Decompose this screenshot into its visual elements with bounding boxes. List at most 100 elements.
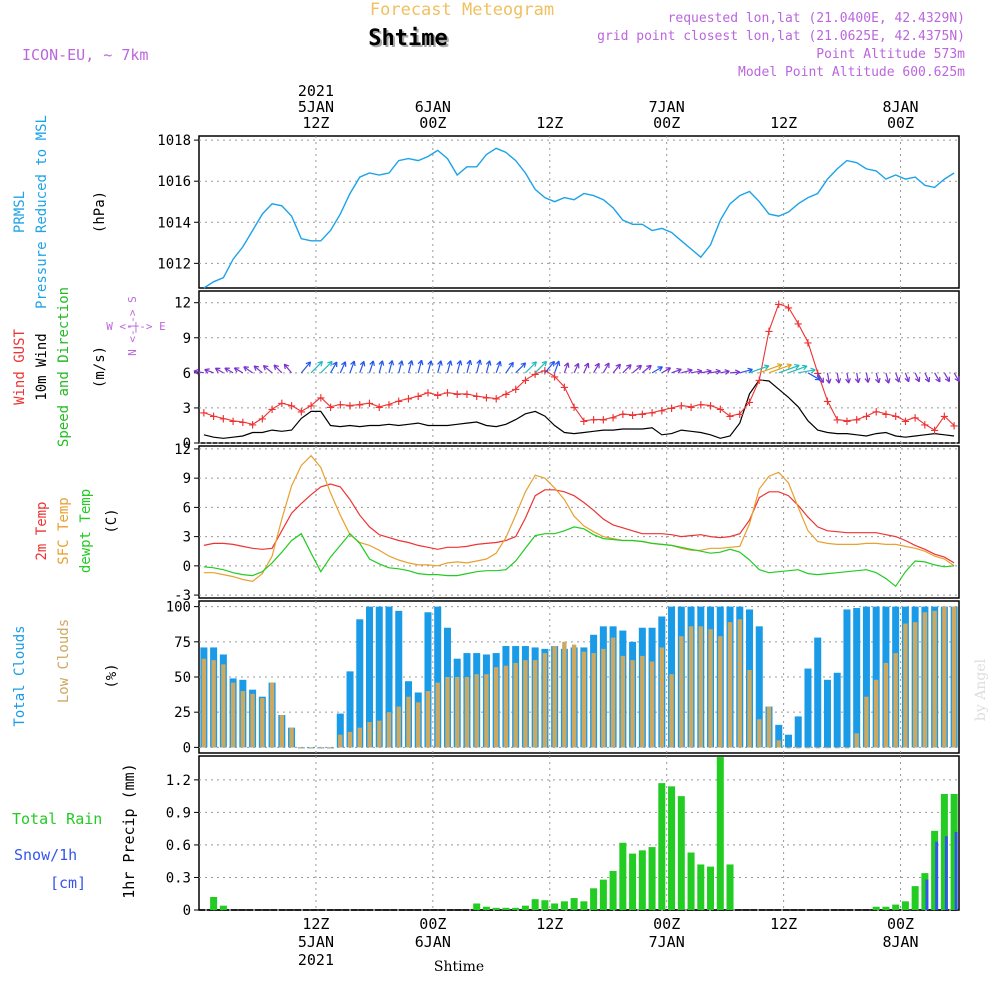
gust-marker: +	[843, 414, 851, 430]
gust-marker: +	[950, 418, 958, 434]
time-label-bottom: 12Z	[770, 915, 797, 933]
time-label-top: 00Z	[887, 114, 914, 132]
low-cloud-bar	[455, 677, 459, 747]
low-cloud-bar	[475, 674, 479, 747]
gust-marker: +	[862, 409, 870, 425]
rain-bar	[697, 864, 704, 910]
gust-marker: +	[560, 380, 568, 396]
rain-bar	[882, 907, 889, 910]
low-cloud-bar	[855, 733, 859, 747]
low-cloud-bar	[377, 721, 381, 748]
precip-ytick-label: 0.3	[166, 870, 191, 886]
rain-bar	[541, 900, 548, 910]
low-cloud-bar	[650, 662, 654, 748]
low-cloud-bar	[436, 683, 440, 748]
gust-marker: +	[502, 387, 510, 403]
temp-dewpt-line	[204, 527, 954, 586]
low-cloud-bar	[328, 747, 332, 748]
pressure-line	[204, 148, 954, 288]
rain-bar	[522, 906, 529, 910]
low-cloud-bar	[348, 732, 352, 747]
rain-bar	[483, 907, 490, 910]
gust-marker: +	[804, 335, 812, 351]
gust-marker: +	[395, 394, 403, 410]
precip-ytick-label: 1.2	[166, 773, 191, 789]
wind-arrow-head	[364, 361, 365, 366]
gust-marker: +	[433, 388, 441, 404]
low-cloud-bar	[903, 624, 907, 748]
total-cloud-bar	[824, 680, 831, 748]
low-cloud-bar	[397, 707, 401, 748]
precip-ytick-label: 0.6	[166, 838, 191, 854]
gust-marker: +	[336, 397, 344, 413]
gust-marker: +	[687, 400, 695, 416]
low-cloud-bar	[601, 649, 605, 748]
gust-marker: +	[365, 396, 373, 412]
panels: 1012101410161018036912++++++++++++++++++…	[157, 133, 959, 919]
wind-arrow-head	[899, 377, 900, 382]
label-dewpt: dewpt Temp	[78, 489, 94, 573]
rain-bar	[873, 907, 880, 910]
low-cloud-bar	[893, 653, 897, 747]
wind-arrow-head	[716, 369, 721, 371]
low-cloud-bar	[387, 712, 391, 747]
footer-station: Shtime	[434, 959, 484, 975]
low-cloud-bar	[699, 626, 703, 747]
rain-bar	[551, 903, 558, 910]
pressure-frame	[199, 136, 959, 288]
pressure-ytick-label: 1018	[157, 133, 191, 149]
time-label-bottom: 12Z	[536, 915, 563, 933]
gust-marker: +	[891, 409, 899, 425]
gust-marker: +	[609, 410, 617, 426]
low-cloud-bar	[416, 702, 420, 747]
wind-arrow-head	[470, 360, 471, 365]
wind-arrow	[516, 363, 526, 373]
rain-bar	[590, 888, 597, 910]
gust-marker: +	[872, 404, 880, 420]
gust-marker: +	[472, 389, 480, 405]
low-cloud-bar	[211, 660, 215, 747]
gust-marker: +	[726, 409, 734, 425]
temp-frame	[199, 446, 959, 598]
gust-marker: +	[658, 403, 666, 419]
label-rain: Total Rain	[12, 810, 102, 828]
wind-arrow-head	[490, 361, 491, 366]
time-label-top: 12Z	[302, 114, 329, 132]
time-label-top: 00Z	[419, 114, 446, 132]
gust-marker: +	[911, 410, 919, 426]
low-cloud-bar	[874, 680, 878, 748]
label-total-clouds: Total Clouds	[12, 625, 28, 726]
gust-marker: +	[287, 399, 295, 415]
label-snow: Snow/1h	[14, 846, 77, 864]
low-cloud-bar	[689, 626, 693, 747]
low-cloud-bar	[747, 670, 751, 747]
rain-bar	[707, 867, 714, 910]
gust-marker: +	[716, 402, 724, 418]
gust-marker: +	[200, 406, 208, 422]
temp-ytick-label: 6	[183, 500, 191, 516]
low-cloud-bar	[777, 740, 781, 747]
clouds-ytick-label: 0	[183, 740, 191, 756]
low-cloud-bar	[728, 622, 732, 747]
low-cloud-bar	[289, 728, 293, 748]
low-cloud-bar	[582, 652, 586, 748]
total-cloud-bar	[785, 735, 792, 748]
wind-arrow-head	[858, 378, 860, 383]
gust-marker: +	[248, 417, 256, 433]
time-label-bottom: 00Z	[653, 915, 680, 933]
gust-marker: +	[209, 409, 217, 425]
gust-marker: +	[375, 400, 383, 416]
wind-arrow-head	[441, 361, 442, 366]
low-cloud-bar	[494, 667, 498, 747]
low-cloud-bar	[630, 660, 634, 747]
low-cloud-bar	[640, 656, 644, 747]
rain-bar	[600, 880, 607, 910]
wind-arrow-head	[373, 361, 374, 366]
label-gust: Wind GUST	[12, 329, 28, 405]
rain-bar	[717, 757, 724, 910]
wind-arrow-head	[392, 360, 393, 365]
low-cloud-bar	[552, 646, 556, 747]
wind-arrow-head	[787, 364, 792, 365]
